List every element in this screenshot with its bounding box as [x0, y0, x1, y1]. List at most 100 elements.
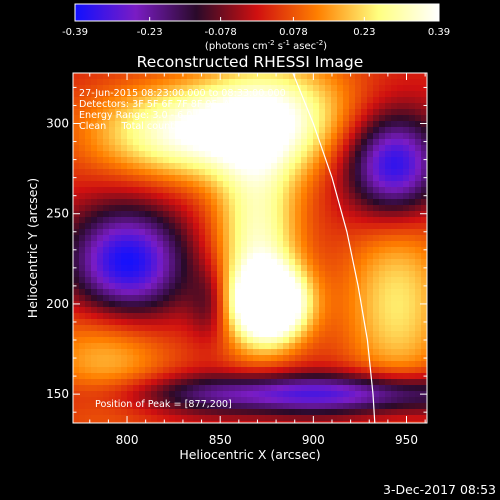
heatmap-cell [319, 259, 326, 266]
heatmap-cell [157, 343, 164, 350]
heatmap-cell [109, 325, 116, 332]
heatmap-cell [235, 247, 242, 254]
heatmap-cell [331, 247, 338, 254]
heatmap-cell [313, 247, 320, 254]
heatmap-cell [115, 331, 122, 338]
heatmap-cell [331, 163, 338, 170]
heatmap-cell [325, 271, 332, 278]
heatmap-cell [277, 151, 284, 158]
heatmap-cell [361, 277, 368, 284]
heatmap-cell [205, 133, 212, 140]
heatmap-cell [193, 187, 200, 194]
heatmap-cell [247, 223, 254, 230]
heatmap-cell [355, 103, 362, 110]
heatmap-cell [289, 421, 296, 423]
heatmap-cell [85, 313, 92, 320]
heatmap-cell [217, 289, 224, 296]
heatmap-cell [211, 337, 218, 344]
heatmap-cell [391, 145, 398, 152]
heatmap-cell [325, 289, 332, 296]
heatmap-cell [307, 301, 314, 308]
heatmap-cell [253, 283, 260, 290]
heatmap-cell [91, 265, 98, 272]
heatmap-cell [127, 361, 134, 368]
heatmap-cell [307, 349, 314, 356]
heatmap-cell [319, 199, 326, 206]
heatmap-cell [367, 223, 374, 230]
heatmap-cell [337, 235, 344, 242]
heatmap-cell [151, 349, 158, 356]
heatmap-cell [97, 259, 104, 266]
heatmap-cell [127, 157, 134, 164]
heatmap-cell [97, 157, 104, 164]
heatmap-cell [211, 169, 218, 176]
heatmap-cell [259, 409, 266, 416]
heatmap-cell [307, 373, 314, 380]
heatmap-cell [223, 205, 230, 212]
heatmap-cell [361, 331, 368, 338]
heatmap-cell [379, 253, 386, 260]
heatmap-cell [91, 379, 98, 386]
heatmap-cell [301, 121, 308, 128]
heatmap-cell [205, 325, 212, 332]
heatmap-cell [229, 409, 236, 416]
heatmap-cell [193, 331, 200, 338]
heatmap-cell [73, 133, 80, 140]
heatmap-cell [133, 115, 140, 122]
heatmap-cell [325, 301, 332, 308]
heatmap-cell [169, 349, 176, 356]
heatmap-cell [277, 379, 284, 386]
heatmap-cell [283, 361, 290, 368]
heatmap-cell [205, 253, 212, 260]
heatmap-cell [121, 241, 128, 248]
heatmap-cell [301, 193, 308, 200]
heatmap-cell [313, 337, 320, 344]
heatmap-cell [247, 301, 254, 308]
heatmap-cell [211, 349, 218, 356]
heatmap-cell [193, 325, 200, 332]
heatmap-cell [277, 319, 284, 326]
heatmap-cell [217, 241, 224, 248]
heatmap-cell [409, 349, 416, 356]
heatmap-cell [283, 193, 290, 200]
heatmap-cell [217, 307, 224, 314]
heatmap-cell [283, 373, 290, 380]
heatmap-cell [355, 409, 362, 416]
heatmap-cell [127, 265, 134, 272]
heatmap-cell [235, 217, 242, 224]
heatmap-cell [349, 277, 356, 284]
heatmap-cell [163, 247, 170, 254]
heatmap-cell [85, 121, 92, 128]
heatmap-cell [391, 127, 398, 134]
heatmap-cell [295, 223, 302, 230]
heatmap-cell [283, 277, 290, 284]
heatmap-cell [91, 361, 98, 368]
heatmap-cell [199, 205, 206, 212]
heatmap-cell [115, 379, 122, 386]
heatmap-cell [199, 121, 206, 128]
heatmap-cell [349, 79, 356, 86]
heatmap-cell [181, 139, 188, 146]
heatmap-cell [157, 163, 164, 170]
heatmap-cell [379, 367, 386, 374]
heatmap-cell [115, 361, 122, 368]
heatmap-cell [265, 343, 272, 350]
heatmap-cell [277, 349, 284, 356]
heatmap-cell [415, 193, 422, 200]
heatmap-cell [343, 403, 350, 410]
heatmap-cell [289, 415, 296, 422]
heatmap-cell [163, 343, 170, 350]
heatmap-cell [115, 211, 122, 218]
heatmap-cell [157, 415, 164, 422]
heatmap-cell [85, 181, 92, 188]
heatmap-cell [373, 229, 380, 236]
heatmap-cell [271, 217, 278, 224]
heatmap-cell [361, 223, 368, 230]
heatmap-cell [301, 133, 308, 140]
heatmap-cell [283, 235, 290, 242]
heatmap-cell [247, 409, 254, 416]
heatmap-cell [217, 91, 224, 98]
heatmap-cell [103, 337, 110, 344]
heatmap-cell [409, 229, 416, 236]
heatmap-cell [409, 163, 416, 170]
